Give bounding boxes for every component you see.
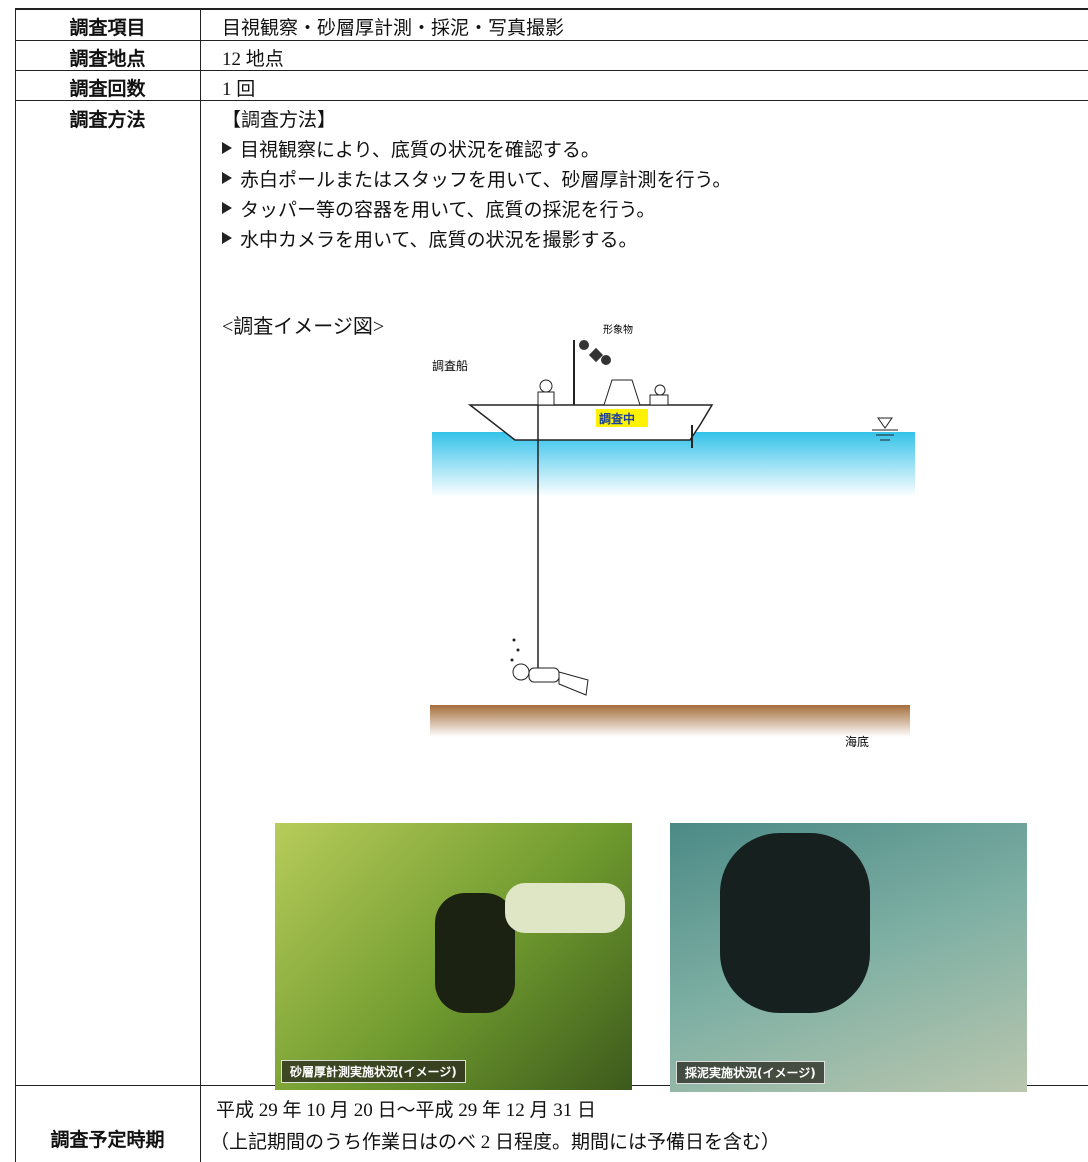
border <box>15 8 16 1162</box>
photo: 採泥実施状況(イメージ) <box>670 823 1027 1092</box>
bullet: 水中カメラを用いて、底質の状況を撮影する。 <box>240 230 638 251</box>
figure-title: <調査イメージ図> <box>222 316 385 338</box>
diagram: 形象物 調査船 調査中 海底 <box>430 323 915 749</box>
diver <box>528 667 560 683</box>
border <box>15 40 1088 41</box>
person <box>654 384 666 396</box>
row-value: 目視観察・砂層厚計測・採泥・写真撮影 <box>222 18 565 39</box>
period-line: 平成 29 年 10 月 20 日～平成 29 年 12 月 31 日 <box>216 1100 597 1121</box>
period-line: （上記期間のうち作業日はのべ 2 日程度。期間には予備日を含む） <box>210 1132 781 1153</box>
photo: 砂層厚計測実施状況(イメージ) <box>275 823 632 1090</box>
row-label: 調査予定時期 <box>50 1129 165 1151</box>
photo-tank <box>505 883 625 933</box>
bullet: 目視観察により、底質の状況を確認する。 <box>240 140 600 161</box>
boat-label: 調査船 <box>432 359 468 373</box>
boat <box>467 404 714 441</box>
bullet-marker <box>222 202 232 214</box>
border <box>15 8 1088 10</box>
row-value: 1 回 <box>222 79 256 100</box>
marker-shape <box>601 355 611 365</box>
row-label: 調査回数 <box>69 78 146 100</box>
bullet: タッパー等の容器を用いて、底質の採泥を行う。 <box>240 200 656 221</box>
row-label: 調査地点 <box>69 48 146 70</box>
photo-caption: 採泥実施状況(イメージ) <box>676 1061 825 1084</box>
photo-diver <box>720 833 870 1013</box>
marker-shape <box>588 347 604 363</box>
border <box>15 70 1088 71</box>
diver <box>512 663 530 681</box>
row-label: 調査項目 <box>69 17 146 39</box>
fins <box>558 671 589 696</box>
method-heading: 【調査方法】 <box>222 110 337 131</box>
bullet-marker <box>222 142 232 154</box>
border <box>15 100 1088 101</box>
status-label: 調査中 <box>599 411 635 426</box>
status-box <box>596 409 648 427</box>
person <box>649 394 669 406</box>
cabin <box>603 379 641 406</box>
bullet: 赤白ポールまたはスタッフを用いて、砂層厚計測を行う。 <box>240 170 732 191</box>
photo-caption: 砂層厚計測実施状況(イメージ) <box>281 1060 466 1083</box>
border <box>200 8 201 1162</box>
marker-shape <box>579 340 589 350</box>
bullet-marker <box>222 172 232 184</box>
seabed <box>430 705 910 737</box>
photo-diver <box>435 893 515 1013</box>
person <box>537 391 555 406</box>
water-level <box>877 417 893 429</box>
bubble <box>516 648 520 652</box>
marker-label: 形象物 <box>603 323 633 336</box>
water <box>432 432 915 497</box>
person <box>539 379 553 393</box>
bubble <box>512 638 516 642</box>
bubble <box>510 658 514 662</box>
row-value: 12 地点 <box>222 49 284 70</box>
seabed-label: 海底 <box>845 734 869 749</box>
bullet-marker <box>222 232 232 244</box>
row-label: 調査方法 <box>69 109 146 131</box>
